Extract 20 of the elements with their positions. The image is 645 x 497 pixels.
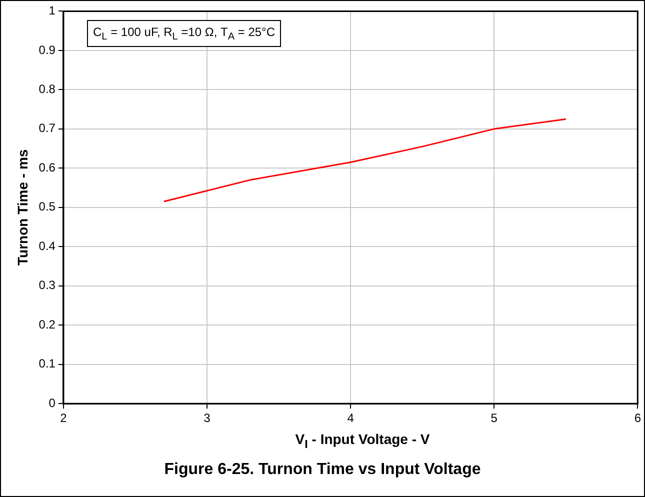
- text: Figure 6-25. Turnon Time vs Input Voltage: [163, 461, 482, 479]
- y-tick-label: 0.6: [38, 160, 56, 174]
- y-tick-label: 0.1: [38, 356, 56, 371]
- y-tick-label: 0.9: [38, 42, 56, 57]
- y-tick-label: 0.8: [38, 82, 56, 96]
- y-tick-label: 0.2: [38, 317, 56, 332]
- y-axis-title: Turnon Time - ms: [14, 149, 30, 266]
- y-tick-label: 0: [48, 396, 56, 410]
- x-axis-title: V$_{I}$ - Input Voltage - V: [294, 431, 431, 451]
- x-tick-label: 4: [347, 411, 354, 426]
- annotation: C$_{L}$ = 100 uF, R$_{L}$ =10 Ω, T$_{A}$ = 25°C: [87, 20, 282, 48]
- x-tick-label: 6: [634, 411, 642, 426]
- x-tick-label: 3: [204, 411, 211, 426]
- x-tick-label: 2: [60, 411, 68, 426]
- y-tick-label: 1: [48, 4, 56, 18]
- y-tick-label: 0.7: [38, 121, 56, 136]
- y-tick-label: 0.5: [38, 200, 56, 214]
- y-tick-label: 0.4: [38, 238, 56, 253]
- x-tick-label: 5: [490, 411, 498, 426]
- y-tick-label: 0.3: [38, 278, 56, 292]
